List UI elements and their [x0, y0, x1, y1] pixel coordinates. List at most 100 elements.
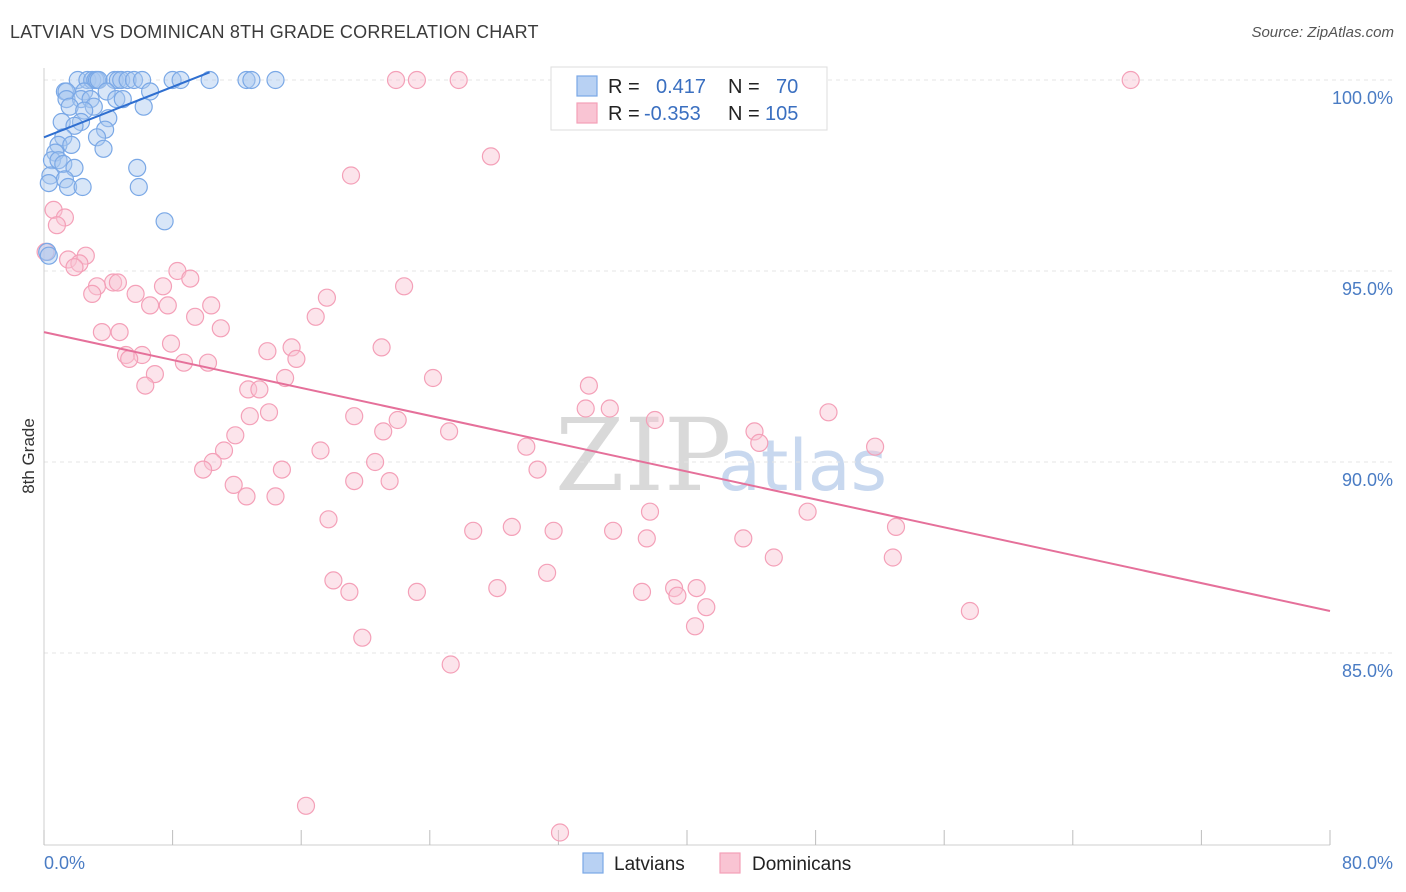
- dominicans-point: [161, 334, 181, 353]
- dominicans-point: [324, 571, 343, 590]
- dominicans-point: [386, 70, 406, 90]
- latvians-point: [60, 97, 79, 116]
- latvians-point: [155, 212, 174, 231]
- dominicans-point: [311, 441, 330, 460]
- legend-n-value-dominicans: 105: [765, 103, 798, 125]
- latvians-point: [94, 139, 113, 158]
- dominicans-point: [697, 598, 716, 617]
- dominicans-point: [687, 578, 706, 598]
- latvians-point: [58, 177, 78, 197]
- correlation-legend: R = 0.417 N = 70 R = -0.353 N = 105: [550, 66, 828, 131]
- x-tick-label-80: 80.0%: [1342, 853, 1393, 873]
- dominicans-point: [637, 529, 656, 548]
- dominicans-point: [276, 368, 295, 388]
- dominicans-point: [372, 338, 391, 357]
- dominicans-point: [158, 296, 177, 315]
- latvians-point: [41, 166, 60, 185]
- legend-swatch-dominicans: [576, 102, 598, 124]
- dominicans-point: [341, 166, 361, 185]
- dominicans-point: [632, 582, 652, 602]
- bottom-legend-label-dominicans: Dominicans: [752, 854, 851, 875]
- latvians-point: [242, 70, 261, 90]
- dominicans-point: [685, 617, 705, 636]
- latvians-point: [75, 101, 94, 120]
- legend-swatch-latvians: [576, 75, 598, 97]
- dominicans-point: [960, 601, 980, 621]
- dominicans-point: [296, 796, 316, 815]
- latvians-point: [237, 70, 256, 90]
- dominicans-point: [141, 296, 160, 315]
- dominicans-point: [668, 586, 687, 605]
- legend-r-label-dominicans: R =: [608, 103, 640, 125]
- dominicans-point: [186, 307, 205, 326]
- dominicans-point: [287, 349, 306, 368]
- dominicans-point: [798, 502, 817, 521]
- latvians-point: [118, 70, 137, 90]
- dominicans-point: [407, 582, 426, 602]
- dominicans-point: [194, 460, 213, 479]
- legend-n-value-latvians: 70: [776, 76, 798, 98]
- dominicans-point: [282, 338, 301, 357]
- dominicans-point: [645, 410, 665, 430]
- dominicans-point: [211, 319, 230, 338]
- dominicans-point: [345, 407, 364, 426]
- dominicans-point: [306, 307, 325, 326]
- dominicans-trend-line: [43, 331, 1331, 612]
- dominicans-point: [181, 269, 200, 288]
- latvians-point: [54, 154, 73, 174]
- dominicans-point: [764, 548, 783, 567]
- x-tick-label-0: 0.0%: [44, 853, 85, 873]
- dominicans-point: [108, 273, 128, 292]
- dominicans-point: [353, 628, 372, 647]
- latvians-point: [39, 246, 58, 265]
- dominicans-point: [240, 407, 259, 426]
- series-legend: Latvians Dominicans: [582, 852, 851, 875]
- latvians-point: [57, 82, 76, 101]
- dominicans-point: [502, 517, 521, 537]
- latvians-point: [87, 128, 107, 147]
- legend-n-label-latvians: N =: [728, 76, 760, 98]
- dominicans-point: [745, 422, 764, 441]
- dominicans-point: [537, 563, 557, 582]
- dominicans-point: [395, 277, 414, 296]
- dominicans-point: [528, 460, 547, 479]
- dominicans-point: [407, 70, 426, 90]
- source-label: Source: ZipAtlas.com: [1251, 24, 1394, 41]
- dominicans-point: [600, 399, 619, 418]
- dominicans-point: [272, 460, 291, 479]
- dominicans-point: [886, 517, 906, 537]
- latvians-trend-line: [43, 71, 210, 139]
- dominicans-point: [120, 349, 139, 368]
- dominicans-points: [36, 70, 1140, 842]
- latvians-point: [112, 70, 131, 90]
- dominicans-point: [883, 548, 902, 567]
- dominicans-point: [380, 472, 399, 491]
- latvians-point: [200, 70, 219, 90]
- dominicans-point: [65, 258, 84, 277]
- latvians-point: [128, 158, 147, 177]
- dominicans-point: [579, 376, 599, 395]
- dominicans-point: [750, 433, 769, 452]
- dominicans-point: [83, 284, 102, 303]
- dominicans-point: [544, 521, 563, 540]
- dominicans-point: [259, 403, 279, 422]
- y-axis-label: 8th Grade: [19, 418, 38, 494]
- dominicans-point: [865, 437, 885, 456]
- dominicans-point: [110, 323, 129, 342]
- latvians-point: [39, 174, 58, 193]
- dominicans-point: [202, 296, 221, 315]
- y-tick-label-90: 90.0%: [1342, 470, 1393, 490]
- x-axis-ticks: [43, 830, 1331, 845]
- dominicans-point: [388, 410, 407, 430]
- dominicans-point: [374, 422, 393, 441]
- latvians-point: [113, 89, 132, 109]
- gridlines: [44, 79, 1392, 654]
- bottom-legend-swatch-latvians: [582, 852, 604, 874]
- dominicans-point: [126, 284, 145, 303]
- watermark-atlas: atlas: [718, 425, 887, 507]
- dominicans-point: [550, 823, 570, 842]
- y-tick-label-100: 100.0%: [1332, 88, 1393, 108]
- dominicans-point: [319, 510, 338, 529]
- dominicans-point: [464, 521, 483, 540]
